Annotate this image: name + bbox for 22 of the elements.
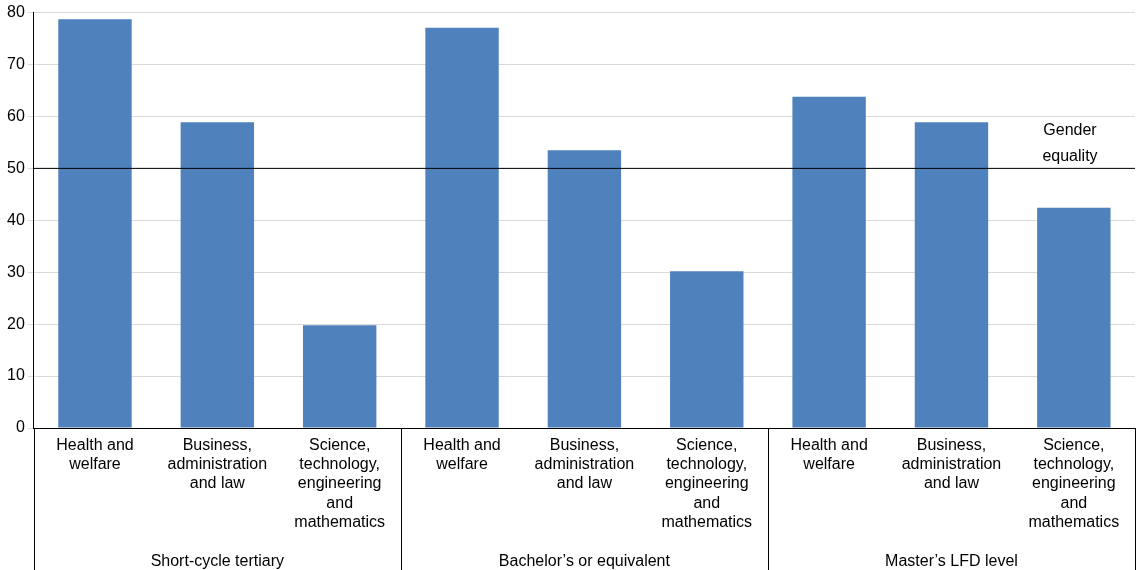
- x-tick-label: Science, technology, engineering and mathematics: [1028, 436, 1120, 530]
- y-tick-label: 20: [7, 314, 25, 332]
- y-tick-label: 40: [7, 210, 25, 228]
- x-tick-label: Business, administration and law: [167, 436, 268, 492]
- y-tick-label: 80: [7, 3, 25, 21]
- text: Bachelor’s or equivalent: [498, 552, 671, 569]
- text: Master’s LFD level: [885, 552, 1018, 569]
- y-tick-label: 0: [15, 418, 25, 436]
- x-tick-label: Business, administration and law: [534, 436, 635, 492]
- x-tick-label: Health and welfare: [423, 436, 501, 473]
- x-tick-label: Health and welfare: [790, 436, 868, 473]
- y-tick-label: 30: [7, 262, 25, 280]
- ref-line-label: Gender equality: [1042, 120, 1098, 164]
- x-tick-label: Business, administration and law: [901, 436, 1002, 492]
- x-tick-label: Science, technology, engineering and mathematics: [661, 436, 753, 530]
- x-tick-label: Health and welfare: [56, 436, 134, 473]
- y-tick-label: 10: [7, 366, 25, 384]
- y-tick-label: 70: [7, 54, 25, 72]
- y-tick-label: 60: [7, 106, 25, 124]
- x-tick-label: Science, technology, engineering and mathematics: [294, 436, 386, 530]
- y-tick-label: 50: [7, 158, 25, 176]
- text: Short-cycle tertiary: [150, 552, 285, 569]
